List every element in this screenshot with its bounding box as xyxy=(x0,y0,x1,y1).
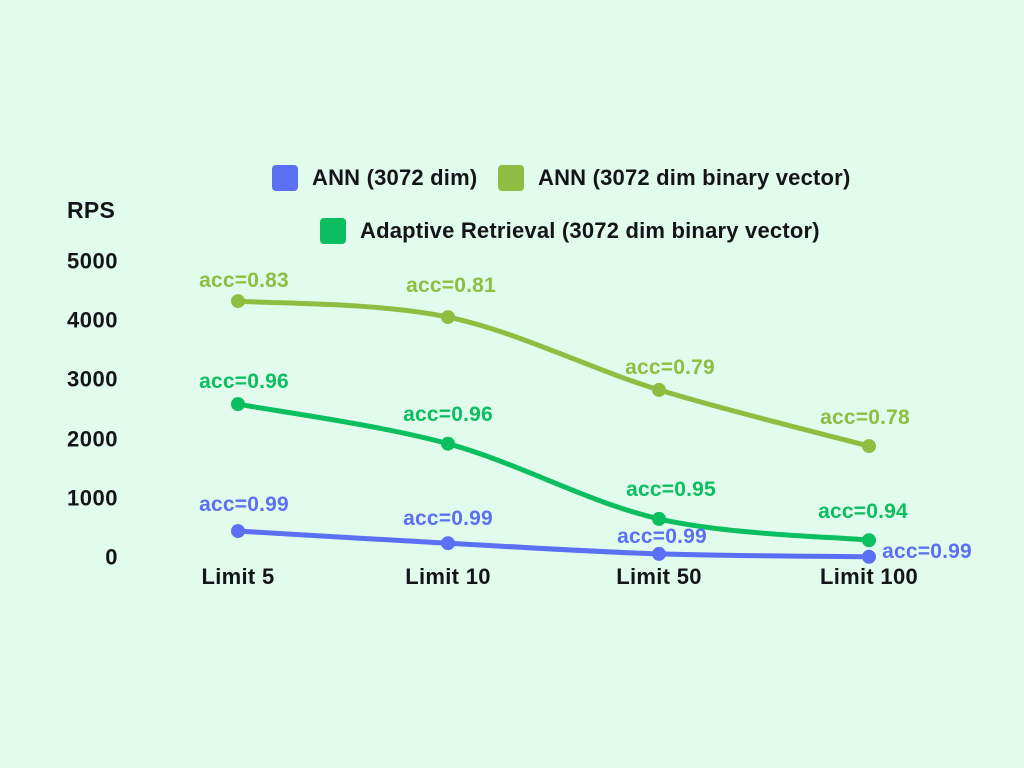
point-label: acc=0.99 xyxy=(199,493,289,517)
series-line xyxy=(235,528,872,560)
y-axis-tick: 0 xyxy=(105,544,118,570)
point-label: acc=0.96 xyxy=(199,370,289,394)
x-axis-label: Limit 100 xyxy=(819,564,919,589)
series-line xyxy=(235,298,872,449)
legend-item: Adaptive Retrieval (3072 dim binary vect… xyxy=(320,218,820,244)
point-label: acc=0.96 xyxy=(403,402,493,426)
data-point xyxy=(862,439,876,454)
point-label: acc=0.79 xyxy=(625,355,715,379)
data-point xyxy=(441,536,455,551)
y-axis-tick: 4000 xyxy=(67,307,118,333)
data-point xyxy=(862,533,876,548)
data-point xyxy=(652,546,666,561)
data-point xyxy=(441,436,455,451)
legend-swatch xyxy=(320,218,346,244)
legend-swatch xyxy=(272,165,298,191)
data-point xyxy=(652,382,666,397)
point-label: acc=0.83 xyxy=(199,269,289,293)
data-point xyxy=(652,511,666,526)
point-label: acc=0.95 xyxy=(626,477,716,501)
point-label: acc=0.81 xyxy=(406,274,496,298)
x-axis-label: Limit 10 xyxy=(405,564,491,589)
x-axis-label: Limit 50 xyxy=(616,564,702,589)
legend-label: ANN (3072 dim binary vector) xyxy=(538,165,851,190)
data-point xyxy=(862,549,876,564)
y-axis-title: RPS xyxy=(67,197,116,223)
y-axis-tick: 5000 xyxy=(67,248,118,274)
legend-label: Adaptive Retrieval (3072 dim binary vect… xyxy=(360,218,820,243)
point-label: acc=0.99 xyxy=(403,507,493,531)
data-point xyxy=(231,524,245,539)
legend-item: ANN (3072 dim binary vector) xyxy=(498,165,850,191)
x-axis-label: Limit 5 xyxy=(201,564,275,589)
point-label: acc=0.78 xyxy=(820,406,910,430)
legend-label: ANN (3072 dim) xyxy=(312,165,478,190)
y-axis-tick: 1000 xyxy=(67,485,118,511)
series-line xyxy=(235,401,872,543)
data-point xyxy=(231,397,245,412)
point-label: acc=0.94 xyxy=(818,500,908,524)
legend-item: ANN (3072 dim) xyxy=(272,165,477,191)
y-axis-tick: 2000 xyxy=(67,426,118,452)
point-label: acc=0.99 xyxy=(617,524,707,548)
data-point xyxy=(231,294,245,309)
y-axis-tick: 3000 xyxy=(67,366,118,392)
point-label: acc=0.99 xyxy=(882,539,972,563)
legend-swatch xyxy=(498,165,524,191)
data-point xyxy=(441,310,455,325)
